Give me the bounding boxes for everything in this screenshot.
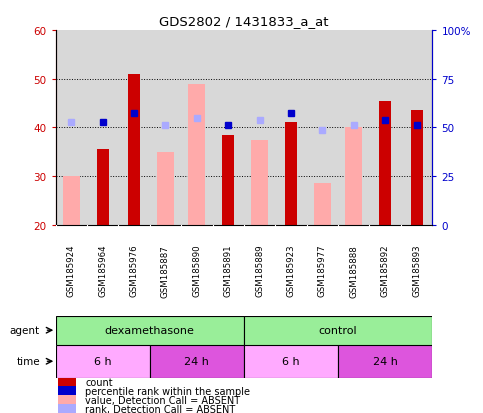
Text: GSM185892: GSM185892 (381, 244, 390, 297)
Text: GSM185977: GSM185977 (318, 244, 327, 297)
Text: GSM185976: GSM185976 (129, 244, 139, 297)
Bar (244, 345, 338, 378)
Text: percentile rank within the sample: percentile rank within the sample (85, 386, 251, 396)
Title: GDS2802 / 1431833_a_at: GDS2802 / 1431833_a_at (159, 15, 328, 28)
Bar (56, 345, 150, 378)
Bar (58, 377, 75, 387)
Text: GSM185964: GSM185964 (98, 244, 107, 297)
Bar (150, 345, 244, 378)
Text: value, Detection Call = ABSENT: value, Detection Call = ABSENT (85, 395, 241, 405)
Bar (97, 150, 109, 225)
Text: GSM185889: GSM185889 (255, 244, 264, 297)
Text: GSM185887: GSM185887 (161, 244, 170, 297)
Bar (128, 75, 140, 225)
Text: GSM185924: GSM185924 (67, 244, 76, 297)
Bar (222, 135, 234, 225)
Bar (58, 404, 75, 413)
Text: GSM185888: GSM185888 (349, 244, 358, 297)
Text: dexamethasone: dexamethasone (105, 325, 195, 335)
Text: GSM185890: GSM185890 (192, 244, 201, 297)
Bar (58, 386, 75, 396)
Text: control: control (319, 325, 357, 335)
Text: time: time (16, 356, 40, 366)
Text: 6 h: 6 h (282, 356, 300, 366)
Text: GSM185923: GSM185923 (286, 244, 296, 297)
Bar (244, 316, 432, 345)
Text: 6 h: 6 h (94, 356, 112, 366)
Bar (58, 395, 75, 405)
Bar (157, 152, 174, 225)
Bar (345, 128, 362, 225)
Text: rank, Detection Call = ABSENT: rank, Detection Call = ABSENT (85, 404, 236, 413)
Bar (379, 101, 391, 225)
Bar (314, 184, 331, 225)
Bar (56, 316, 244, 345)
Bar (63, 177, 80, 225)
Text: 24 h: 24 h (373, 356, 398, 366)
Text: count: count (85, 377, 113, 387)
Text: GSM185891: GSM185891 (224, 244, 233, 297)
Text: agent: agent (10, 325, 40, 335)
Bar (338, 345, 432, 378)
Text: GSM185893: GSM185893 (412, 244, 421, 297)
Bar (251, 140, 268, 225)
Text: 24 h: 24 h (185, 356, 209, 366)
Bar (411, 111, 423, 225)
Bar (188, 84, 205, 225)
Bar (285, 123, 297, 225)
